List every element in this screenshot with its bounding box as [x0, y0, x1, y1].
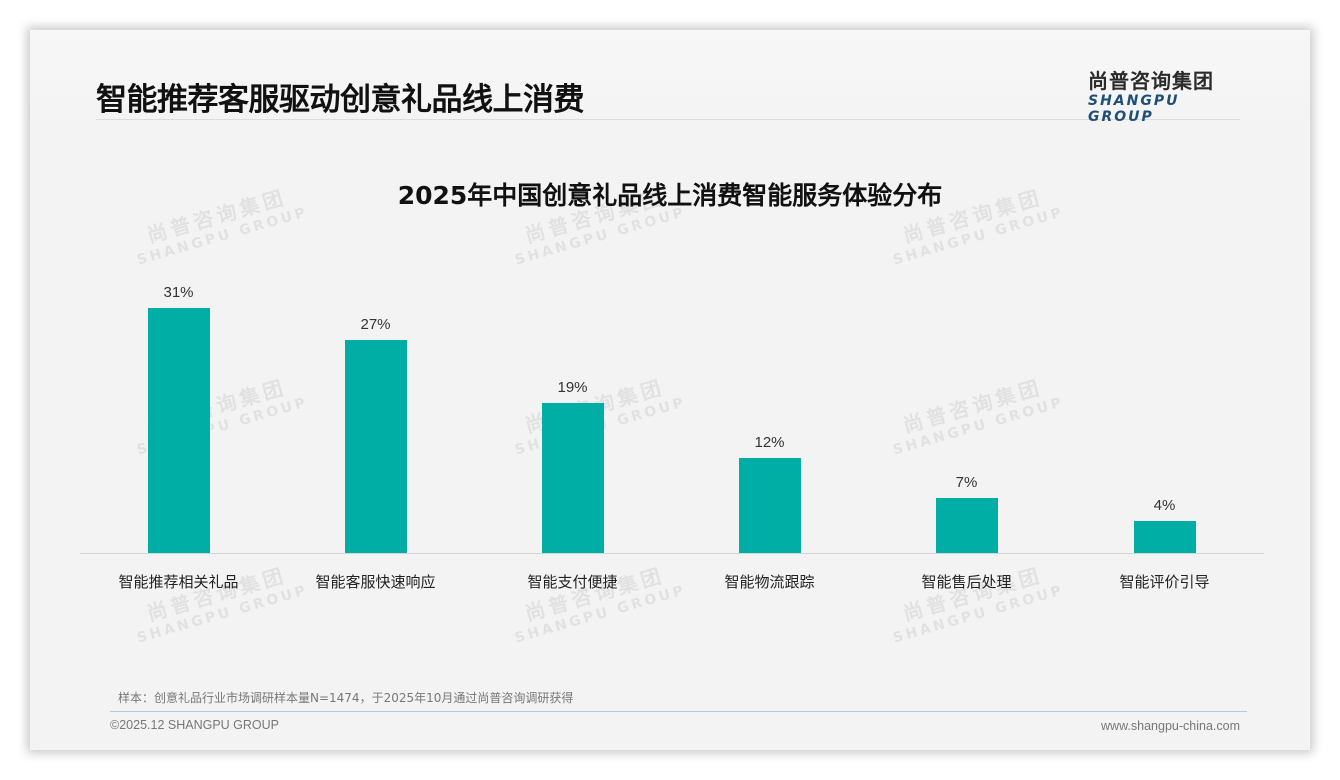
category-label: 智能评价引导 [1119, 573, 1210, 591]
source-note: 样本：创意礼品行业市场调研样本量N=1474，于2025年10月通过尚普咨询调研… [118, 691, 574, 705]
category-label: 智能推荐相关礼品 [118, 573, 239, 591]
bar-group: 19% 智能支付便捷 [474, 270, 671, 610]
bar-group: 31% 智能推荐相关礼品 [80, 270, 277, 610]
bar-value-label: 27% [360, 316, 391, 333]
bar-group: 12% 智能物流跟踪 [671, 270, 868, 610]
bar [739, 458, 801, 553]
x-axis-baseline [80, 553, 1264, 554]
slide: 智能推荐客服驱动创意礼品线上消费 尚普咨询集团 SHANGPU GROUP 尚普… [30, 30, 1310, 750]
category-label: 智能客服快速响应 [315, 573, 436, 591]
category-label: 智能售后处理 [921, 573, 1012, 591]
logo-cn: 尚普咨询集团 [1088, 69, 1214, 93]
bar-value-label: 12% [754, 434, 785, 451]
bar-group: 4% 智能评价引导 [1066, 270, 1263, 610]
bar-chart: 31% 智能推荐相关礼品 27% 智能客服快速响应 19% 智能支付便捷 12%… [80, 270, 1264, 610]
bar-value-label: 4% [1153, 497, 1176, 514]
bar-group: 7% 智能售后处理 [868, 270, 1065, 610]
website-link[interactable]: www.shangpu-china.com [1101, 719, 1240, 733]
chart-title: 2025年中国创意礼品线上消费智能服务体验分布 [397, 181, 943, 210]
logo-en: SHANGPU GROUP [1088, 93, 1180, 125]
bar [345, 340, 407, 553]
company-logo: 尚普咨询集团 SHANGPU GROUP [1088, 65, 1248, 125]
bar [542, 403, 604, 553]
category-label: 智能物流跟踪 [724, 573, 815, 591]
bar [936, 498, 998, 553]
copyright: ©2025.12 SHANGPU GROUP [110, 718, 279, 732]
footer-divider [110, 711, 1247, 712]
bar [1134, 521, 1196, 553]
page-title: 智能推荐客服驱动创意礼品线上消费 [96, 82, 585, 118]
bar-value-label: 7% [955, 474, 978, 491]
category-label: 智能支付便捷 [527, 573, 618, 591]
bar-value-label: 19% [557, 379, 588, 396]
bar-group: 27% 智能客服快速响应 [277, 270, 474, 610]
header-divider [96, 119, 1240, 120]
bar-value-label: 31% [163, 284, 194, 301]
header-band [30, 30, 1310, 120]
bar [148, 308, 210, 553]
